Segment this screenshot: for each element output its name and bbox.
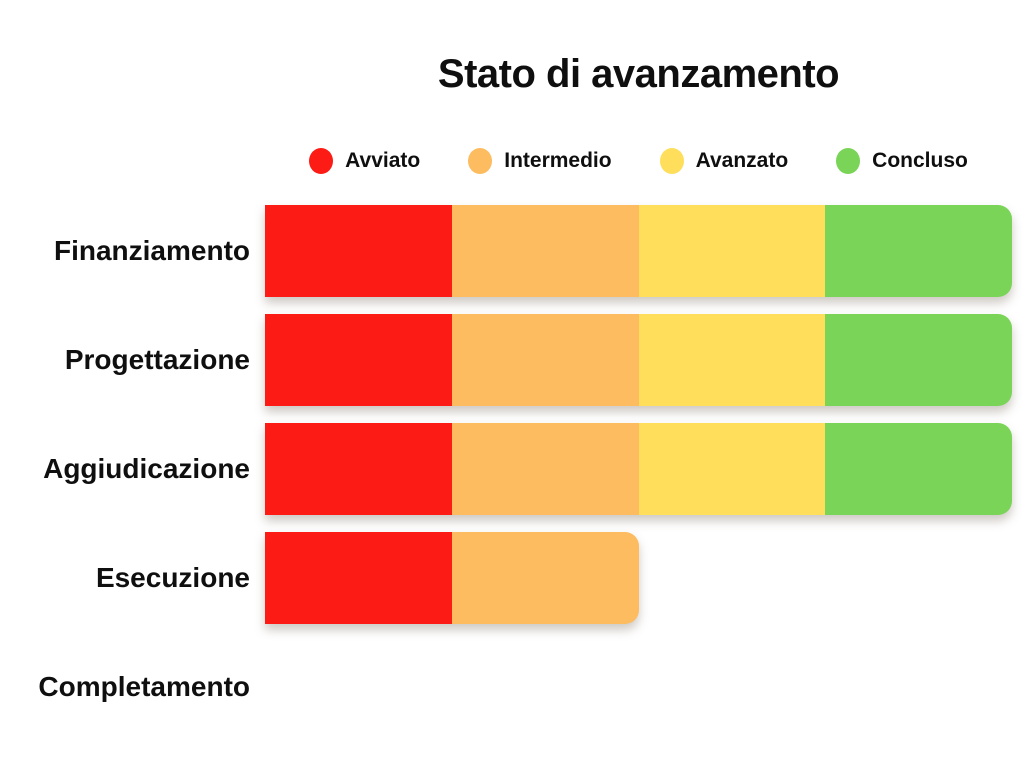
- bar-segment-finanziamento-concluso: [825, 205, 1012, 297]
- legend-label: Intermedio: [504, 149, 612, 172]
- bar-segment-progettazione-avanzato: [638, 314, 826, 406]
- bar-segment-finanziamento-avanzato: [638, 205, 826, 297]
- bar-segment-aggiudicazione-concluso: [825, 423, 1012, 515]
- bar-segment-finanziamento-intermedio: [451, 205, 639, 297]
- legend-dot-icon: [836, 148, 861, 174]
- legend-item-intermedio: Intermedio: [468, 148, 612, 174]
- bar-aggiudicazione: [265, 423, 1012, 515]
- bar-finanziamento: [265, 205, 1012, 297]
- category-label-aggiudicazione: Aggiudicazione: [43, 453, 250, 484]
- bar-segment-esecuzione-intermedio: [451, 532, 639, 624]
- bar-segment-progettazione-avviato: [265, 314, 452, 406]
- legend-dot-icon: [309, 148, 334, 174]
- bar-segment-finanziamento-avviato: [265, 205, 452, 297]
- category-label-completamento: Completamento: [38, 671, 250, 702]
- bar-segment-progettazione-concluso: [825, 314, 1012, 406]
- legend-dot-icon: [659, 148, 684, 174]
- chart-legend: Avviato Intermedio Avanzato Concluso: [265, 146, 1012, 176]
- bar-segment-esecuzione-avviato: [265, 532, 452, 624]
- category-label-progettazione: Progettazione: [64, 344, 250, 375]
- bar-segment-aggiudicazione-intermedio: [451, 423, 639, 515]
- category-label-esecuzione: Esecuzione: [95, 562, 250, 593]
- legend-label: Avanzato: [695, 149, 789, 172]
- bar-segment-progettazione-intermedio: [451, 314, 639, 406]
- bar-progettazione: [265, 314, 1012, 406]
- bar-esecuzione: [265, 532, 639, 624]
- category-label-finanziamento: Finanziamento: [53, 235, 250, 266]
- bar-segment-aggiudicazione-avviato: [265, 423, 452, 515]
- legend-item-concluso: Concluso: [836, 148, 968, 174]
- chart-title: Stato di avanzamento: [437, 52, 840, 96]
- bar-segment-aggiudicazione-avanzato: [638, 423, 826, 515]
- legend-item-avanzato: Avanzato: [659, 148, 789, 174]
- legend-dot-icon: [468, 148, 493, 174]
- legend-label: Avviato: [345, 149, 421, 172]
- legend-item-avviato: Avviato: [309, 148, 420, 174]
- legend-label: Concluso: [872, 149, 968, 172]
